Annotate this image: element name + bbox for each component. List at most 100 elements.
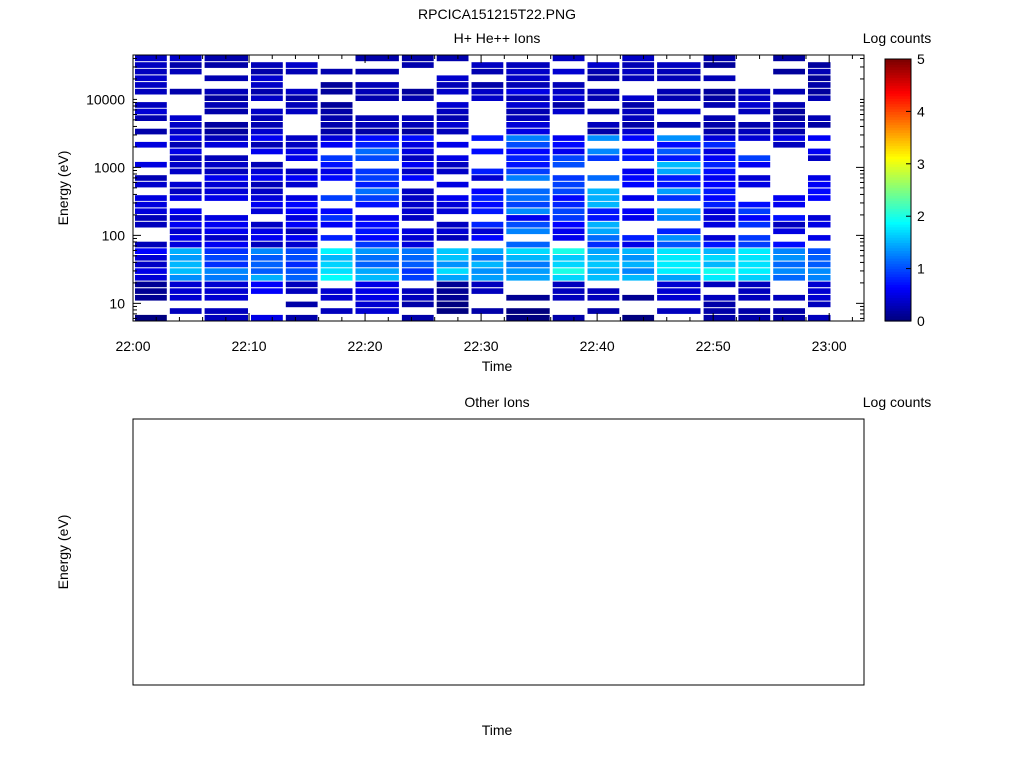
heatmap-cell <box>622 95 655 101</box>
colorbar-step <box>885 153 911 157</box>
colorbar-step <box>885 263 911 267</box>
heatmap-cell <box>204 135 248 141</box>
heatmap-cell <box>135 128 167 135</box>
heatmap-cell <box>703 188 736 195</box>
heatmap-cell <box>320 288 353 294</box>
heatmap-cell <box>587 95 620 101</box>
heatmap-cell <box>773 122 805 128</box>
heatmap-cell <box>703 255 736 261</box>
colorbar-step <box>885 234 911 238</box>
heatmap-cell <box>506 88 550 95</box>
colorbar-step <box>885 239 911 243</box>
heatmap-cell <box>703 215 736 221</box>
heatmap-cell <box>169 221 202 228</box>
heatmap-cell <box>320 128 353 135</box>
heatmap-cell <box>320 161 353 168</box>
colorbar-step <box>885 268 911 272</box>
heatmap-cell <box>703 208 736 215</box>
heatmap-cell <box>738 122 771 128</box>
heatmap-cell <box>622 168 655 175</box>
heatmap-cell <box>738 248 771 254</box>
heatmap-cell <box>320 208 353 215</box>
heatmap-cell <box>285 88 318 95</box>
heatmap-cell <box>808 215 831 221</box>
heatmap-cell <box>552 102 585 108</box>
heatmap-cell <box>169 161 202 168</box>
heatmap-cell <box>703 201 736 208</box>
heatmap-cell <box>355 235 399 241</box>
heatmap-cell <box>587 255 620 261</box>
heatmap-cell <box>436 115 469 121</box>
heatmap-cell <box>657 261 701 268</box>
colorbar-step <box>885 313 911 317</box>
heatmap-cell <box>251 62 283 68</box>
heatmap-cell <box>587 148 620 155</box>
heatmap-cell <box>285 148 318 155</box>
colorbar-step <box>885 129 911 133</box>
x-tick-label: 23:00 <box>812 338 847 354</box>
colorbar-step <box>885 161 911 165</box>
heatmap-cell <box>773 141 805 148</box>
heatmap-cell <box>401 294 434 301</box>
y-axis-label: Energy (eV) <box>55 151 71 226</box>
heatmap-cell <box>135 314 167 321</box>
colorbar-step <box>885 229 911 233</box>
colorbar-step <box>885 247 911 251</box>
heatmap-cell <box>773 228 805 235</box>
heatmap-cell <box>506 75 550 82</box>
heatmap-cell <box>320 235 353 241</box>
heatmap-cell <box>355 168 399 175</box>
heatmap-cell <box>506 135 550 141</box>
heatmap-cell <box>471 274 504 281</box>
heatmap-cell <box>552 195 585 201</box>
heatmap-cell <box>355 274 399 281</box>
heatmap-cell <box>552 268 585 274</box>
colorbar-step <box>885 163 911 168</box>
heatmap-cell <box>657 308 701 314</box>
heatmap-cell <box>355 122 399 128</box>
heatmap-cell <box>552 221 585 228</box>
heatmap-cell <box>355 268 399 274</box>
colorbar-step <box>885 250 911 254</box>
heatmap-cell <box>169 135 202 141</box>
heatmap-cell <box>703 195 736 201</box>
heatmap-cell <box>355 281 399 288</box>
heatmap-cell <box>401 115 434 121</box>
heatmap-cell <box>506 241 550 248</box>
y-tick-label: 1000 <box>94 159 125 175</box>
heatmap-cell <box>436 248 469 254</box>
heatmap-cell <box>251 135 283 141</box>
heatmap-cell <box>204 215 248 221</box>
heatmap-cell <box>401 261 434 268</box>
heatmap-cell <box>622 294 655 301</box>
colorbar-step <box>885 87 911 92</box>
heatmap-cells <box>135 55 831 321</box>
heatmap-cell <box>135 208 167 215</box>
heatmap-cell <box>169 88 202 95</box>
colorbar-step <box>885 95 911 99</box>
heatmap-cell <box>622 314 655 321</box>
colorbar-tick-label: 3 <box>917 156 925 172</box>
heatmap-cell <box>587 122 620 128</box>
plot-frame <box>132 418 865 686</box>
heatmap-cell <box>401 122 434 128</box>
colorbar-step <box>885 231 911 236</box>
colorbar-step <box>885 265 911 270</box>
heatmap-cell <box>657 88 701 95</box>
heatmap-cell <box>135 55 167 62</box>
heatmap-cell <box>471 188 504 195</box>
heatmap-cell <box>285 155 318 161</box>
heatmap-cell <box>355 288 399 294</box>
heatmap-cell <box>135 181 167 188</box>
colorbar-step <box>885 121 911 126</box>
heatmap-cell <box>135 294 167 301</box>
heatmap-cell <box>587 68 620 75</box>
heatmap-cell <box>773 108 805 115</box>
heatmap-cell <box>587 268 620 274</box>
heatmap-cell <box>808 268 831 274</box>
heatmap-cell <box>285 274 318 281</box>
heatmap-cell <box>552 274 585 281</box>
colorbar-step <box>885 116 911 120</box>
heatmap-cell <box>808 314 831 321</box>
